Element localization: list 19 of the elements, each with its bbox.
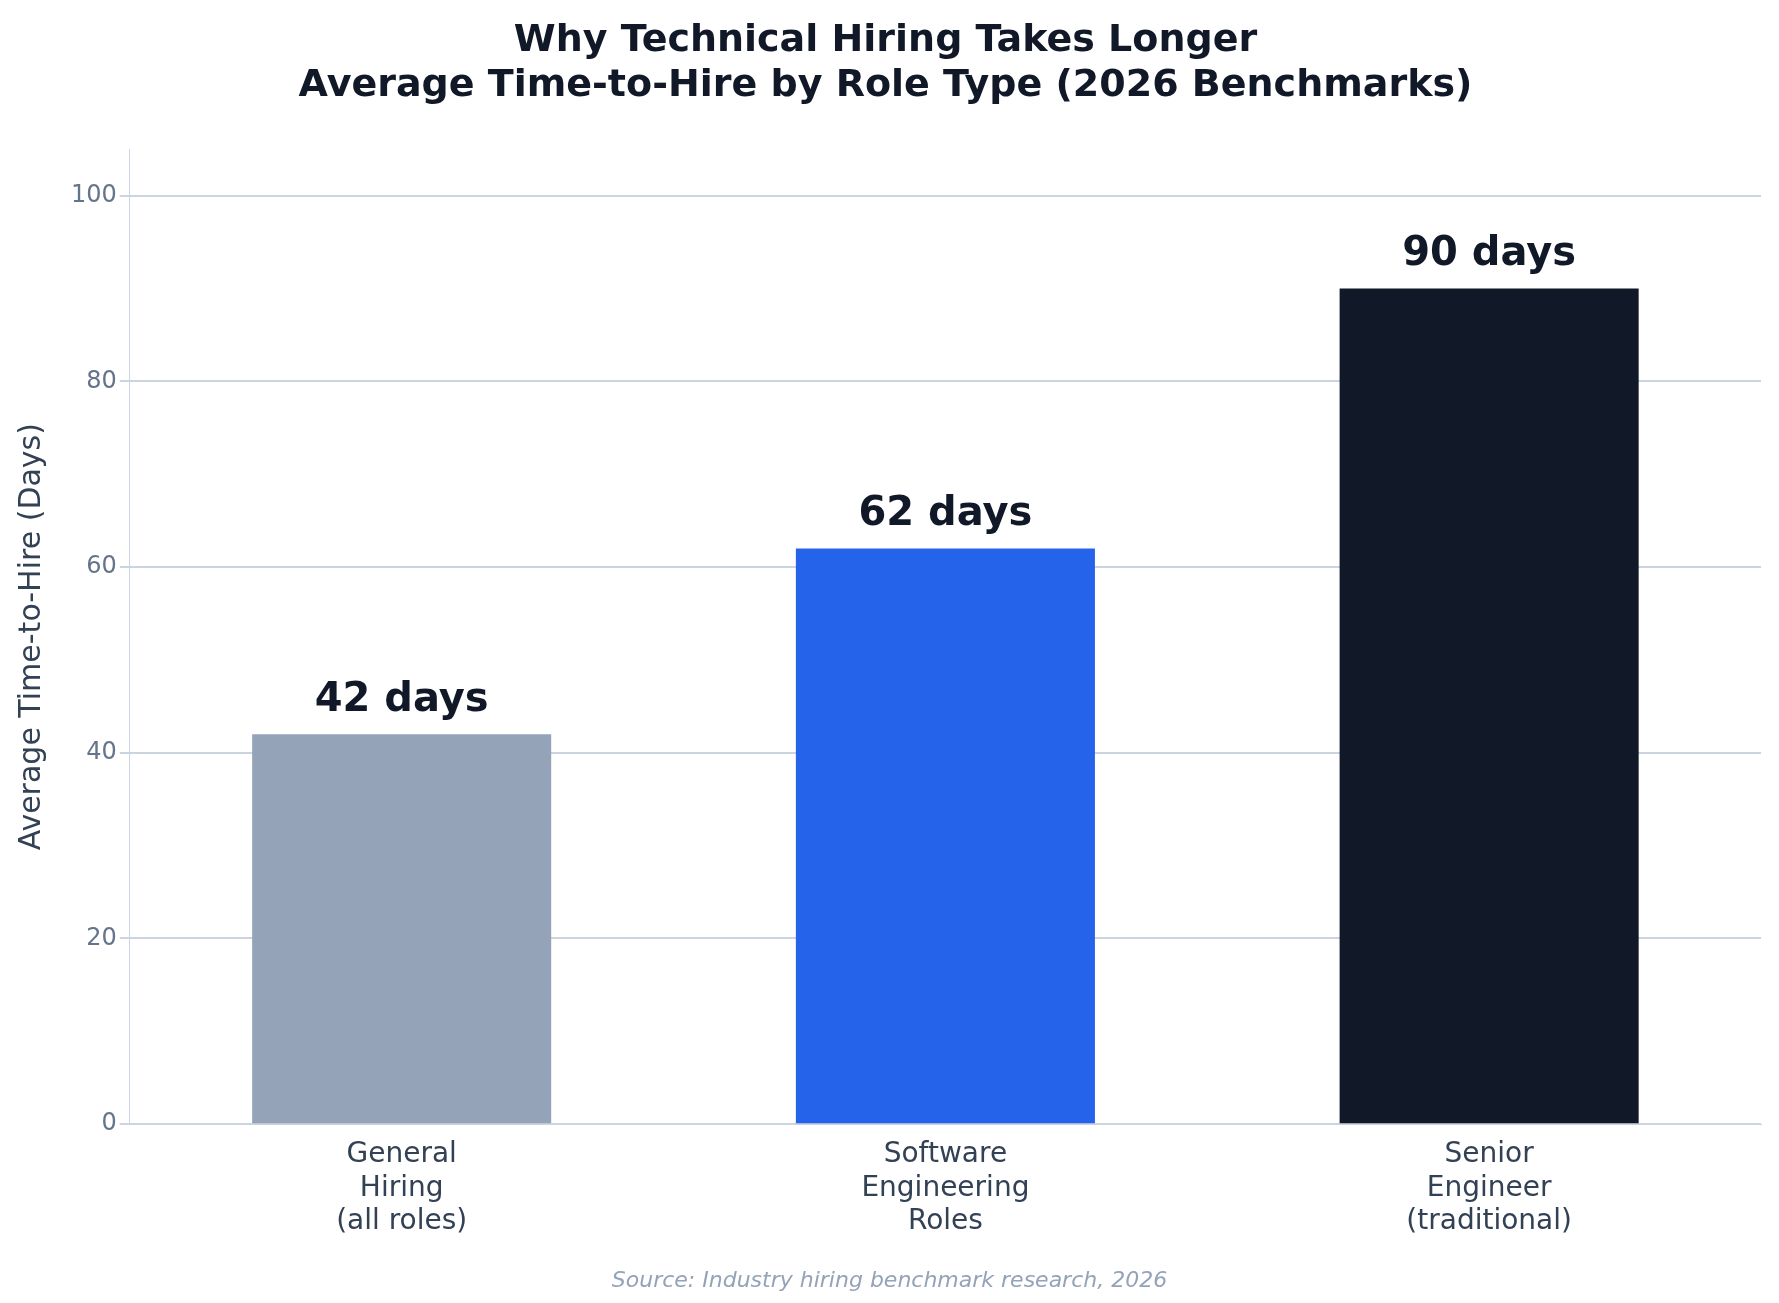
y-tick-label: 0 <box>101 1108 117 1137</box>
chart-title: Why Technical Hiring Takes Longer <box>513 15 1258 60</box>
x-tick-label: General Hiring (all roles) <box>336 1136 468 1237</box>
bar <box>1339 288 1639 1124</box>
bar <box>795 548 1095 1124</box>
y-tick-label: 40 <box>86 737 117 766</box>
bar <box>252 734 552 1124</box>
y-tick-label: 100 <box>71 179 117 208</box>
y-tick-label: 60 <box>86 551 117 580</box>
y-axis-title: Average Time-to-Hire (Days) <box>11 423 47 851</box>
source-note: Source: Industry hiring benchmark research, 2026 <box>611 1267 1168 1292</box>
x-tick-label: Software Engineering Roles <box>861 1136 1030 1237</box>
data-label: 90 days <box>1402 227 1577 274</box>
data-label: 42 days <box>314 673 489 720</box>
y-tick-label: 20 <box>86 922 117 951</box>
y-tick-label: 80 <box>86 365 117 394</box>
data-label: 62 days <box>858 487 1033 534</box>
x-tick-label: Senior Engineer (traditional) <box>1406 1136 1572 1237</box>
chart-subtitle: Average Time-to-Hire by Role Type (2026 Benchmarks) <box>298 61 1473 106</box>
